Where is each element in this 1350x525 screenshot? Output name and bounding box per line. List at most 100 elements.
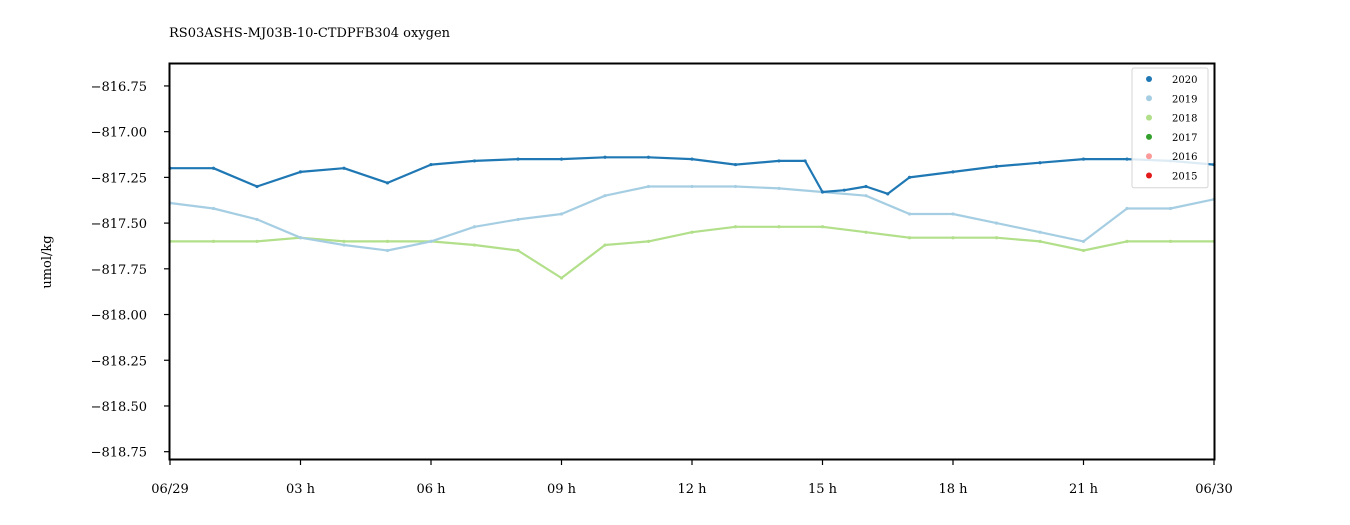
data-point-2020-13	[733, 162, 738, 167]
data-point-2018-12	[690, 230, 694, 234]
data-point-2019-23	[1168, 206, 1173, 211]
legend-label-2017: 2017	[1172, 133, 1197, 144]
data-point-2020-8	[516, 157, 520, 161]
data-point-2019-14	[777, 186, 781, 190]
y-tick-label: −818.75	[91, 446, 147, 461]
data-point-2018-2	[255, 239, 259, 243]
data-point-2020-9	[559, 157, 564, 161]
data-point-2020-20	[907, 175, 912, 179]
legend-label-2018: 2018	[1172, 114, 1197, 125]
legend-marker-2020	[1146, 76, 1152, 82]
data-point-2019-2	[255, 217, 259, 222]
y-tick-label: −818.50	[91, 400, 147, 415]
legend: 2020 2019 2018 2017 2016 2015	[1131, 67, 1209, 189]
data-point-2020-17	[842, 188, 846, 192]
x-tick-label: 12 h	[677, 482, 707, 497]
data-point-2019-17	[907, 212, 912, 216]
data-point-2020-21	[951, 170, 955, 174]
data-point-2018-23	[1168, 239, 1173, 243]
legend-marker-2018	[1146, 114, 1152, 121]
data-point-2020-7	[472, 159, 477, 163]
data-point-2019-18	[951, 212, 955, 216]
data-point-2019-16	[864, 194, 868, 198]
legend-label-2015: 2015	[1172, 172, 1197, 183]
data-point-2019-10	[603, 194, 607, 198]
legend-marker-2019	[1146, 95, 1152, 102]
data-point-2019-22	[1125, 206, 1129, 211]
data-point-2019-11	[646, 184, 651, 189]
data-point-2019-6	[429, 239, 433, 243]
data-point-2018-18	[951, 236, 955, 240]
data-point-2018-11	[646, 239, 651, 243]
data-point-2020-6	[429, 162, 433, 167]
chart-title: RS03ASHS-MJ03B-10-CTDPFB304 oxygen	[169, 26, 451, 41]
series-line-2020	[168, 156, 1216, 195]
data-point-2019-19	[994, 221, 999, 225]
data-point-2019-21	[1081, 239, 1086, 243]
data-point-2018-17	[907, 236, 912, 240]
x-tick-label: 03 h	[286, 482, 316, 497]
data-point-2018-15	[820, 225, 825, 229]
y-tick-label: −816.75	[91, 80, 147, 95]
data-point-2018-10	[603, 243, 607, 247]
data-point-2020-18	[864, 184, 868, 189]
x-tick-label: 15 h	[808, 482, 838, 497]
x-tick-label: 09 h	[547, 482, 577, 497]
data-point-2018-1	[211, 239, 216, 243]
data-point-2018-7	[472, 243, 477, 247]
legend-marker-2016	[1146, 153, 1152, 160]
data-point-2020-14	[777, 159, 781, 163]
data-point-2020-3	[298, 170, 303, 174]
data-point-2020-25	[1125, 157, 1129, 161]
data-point-2019-7	[472, 225, 477, 229]
y-tick-label: −817.75	[91, 263, 147, 278]
data-point-2020-16	[820, 190, 825, 194]
data-point-2020-15	[803, 159, 807, 163]
data-point-2018-20	[1038, 239, 1042, 243]
x-tick-label: 06/29	[151, 482, 188, 497]
data-point-2020-5	[385, 181, 390, 185]
y-tick-label: −817.00	[91, 126, 147, 141]
data-point-2019-12	[690, 184, 694, 189]
data-point-2018-5	[385, 239, 390, 243]
data-point-2019-13	[733, 184, 738, 189]
x-tick-label: 06 h	[416, 482, 446, 497]
data-point-2019-9	[559, 212, 564, 216]
data-point-2020-2	[255, 184, 259, 189]
data-point-2020-4	[342, 166, 346, 170]
data-point-2020-12	[690, 157, 694, 161]
data-point-2019-5	[385, 248, 390, 253]
legend-label-2020: 2020	[1172, 75, 1197, 86]
data-point-2018-8	[516, 248, 520, 253]
plot-content	[168, 155, 1216, 280]
data-point-2018-14	[777, 225, 781, 229]
x-tick-label: 18 h	[938, 482, 968, 497]
data-point-2020-24	[1081, 157, 1086, 161]
data-point-2019-8	[516, 217, 520, 222]
data-point-2018-21	[1081, 248, 1086, 253]
data-point-2020-22	[994, 164, 999, 169]
x-tick-label: 21 h	[1069, 482, 1099, 497]
y-tick-label: −818.00	[91, 309, 147, 324]
y-axis-label: umol/kg	[40, 235, 55, 288]
data-point-2018-4	[342, 239, 346, 243]
plot-frame	[168, 62, 1216, 461]
data-point-2020-1	[211, 166, 216, 170]
legend-label-2016: 2016	[1172, 152, 1197, 163]
data-point-2020-19	[886, 192, 890, 196]
data-point-2020-10	[603, 155, 607, 159]
y-tick-label: −818.25	[91, 354, 147, 369]
y-tick-label: −817.25	[91, 171, 147, 186]
series-line-2018	[168, 225, 1216, 280]
x-tick-label: 06/30	[1195, 482, 1232, 497]
data-point-2019-20	[1038, 230, 1042, 234]
data-point-2018-9	[559, 276, 564, 280]
data-point-2019-3	[298, 236, 303, 240]
data-point-2018-19	[994, 236, 999, 240]
data-point-2019-4	[342, 243, 346, 247]
data-point-2018-13	[733, 225, 738, 229]
y-axis: −816.75 −817.00 −817.25 −817.50 −817.75 −818.…	[91, 80, 170, 461]
legend-label-2019: 2019	[1172, 94, 1197, 105]
data-point-2018-16	[864, 230, 868, 234]
